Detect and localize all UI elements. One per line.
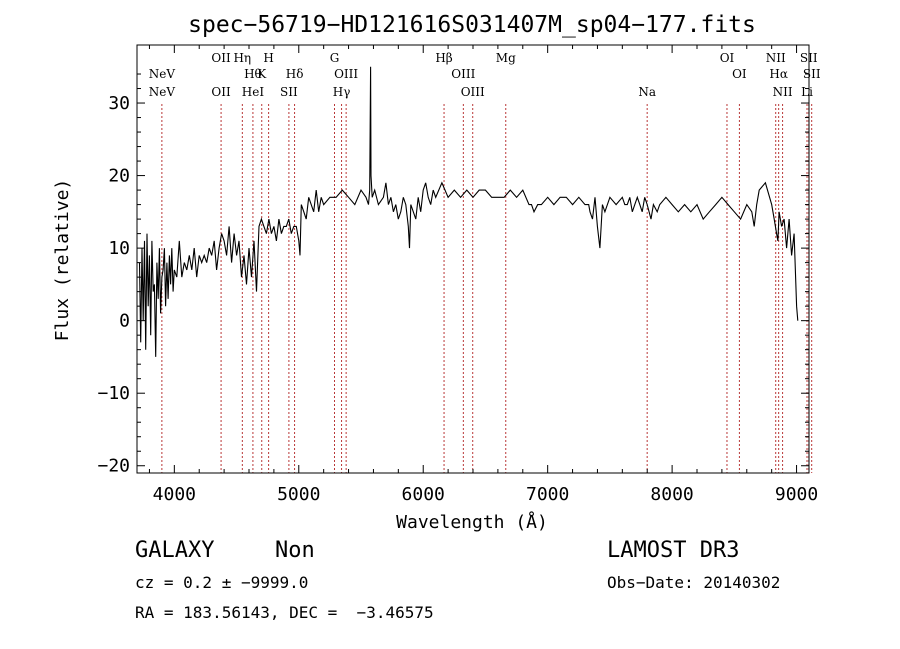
spectral-line-label: OII (211, 85, 231, 99)
redshift-cz: cz = 0.2 ± −9999.0 (135, 573, 309, 592)
spectral-line-label: Hδ (286, 67, 304, 81)
spectrum-line (138, 66, 799, 357)
y-tick-label: −20 (97, 456, 130, 477)
x-tick-label: 4000 (153, 484, 196, 505)
x-tick-label: 8000 (650, 484, 693, 505)
spectral-line-label: Mg (496, 51, 516, 65)
spectral-line-label: HeI (242, 85, 265, 99)
chart-title: spec−56719−HD121616S031407M_sp04−177.fit… (188, 12, 756, 38)
spectral-line-label: OIII (461, 85, 485, 99)
spectral-line-label: NII (766, 51, 786, 65)
x-tick-label: 7000 (526, 484, 569, 505)
spectral-line-label: Hγ (333, 85, 351, 99)
spectral-line-label: Hη (233, 51, 251, 65)
spectral-line-label: SII (280, 85, 298, 99)
spectral-line-label: NeV (149, 85, 176, 99)
x-tick-label: 9000 (775, 484, 818, 505)
spectral-line-label: OIII (451, 67, 475, 81)
spectral-line-label: OII (211, 51, 231, 65)
observation-date: Obs−Date: 20140302 (607, 573, 781, 592)
spectral-line-label: OI (732, 67, 747, 81)
x-tick-label: 6000 (402, 484, 445, 505)
spectral-line-label: Hα (769, 67, 788, 81)
spectral-line-label: NII (773, 85, 793, 99)
object-subclass: Non (275, 538, 315, 563)
y-tick-label: 0 (119, 311, 130, 332)
spectral-line-label: Na (638, 85, 656, 99)
x-axis-label: Wavelength (Å) (396, 511, 548, 533)
spectral-line-label: OIII (334, 67, 358, 81)
y-tick-label: 10 (108, 238, 130, 259)
spectral-line-label: Hβ (435, 51, 452, 65)
spectral-line-label: OI (720, 51, 735, 65)
spectral-line-label: K (257, 67, 267, 81)
spectral-line-label: SII (803, 67, 821, 81)
spectral-line-label: Li (801, 85, 813, 99)
spectral-line-label: Hθ (244, 67, 262, 81)
spectral-line-label: H (263, 51, 273, 65)
y-tick-label: −10 (97, 383, 130, 404)
x-tick-label: 5000 (277, 484, 320, 505)
spectral-line-label: NeV (149, 67, 176, 81)
y-tick-label: 20 (108, 166, 130, 187)
object-class: GALAXY (135, 538, 215, 563)
ra-dec: RA = 183.56143, DEC = −3.46575 (135, 603, 434, 622)
spectral-line-label: G (330, 51, 340, 65)
survey-name: LAMOST DR3 (607, 538, 740, 563)
y-axis-label: Flux (relative) (52, 179, 73, 342)
y-tick-label: 30 (108, 93, 130, 114)
